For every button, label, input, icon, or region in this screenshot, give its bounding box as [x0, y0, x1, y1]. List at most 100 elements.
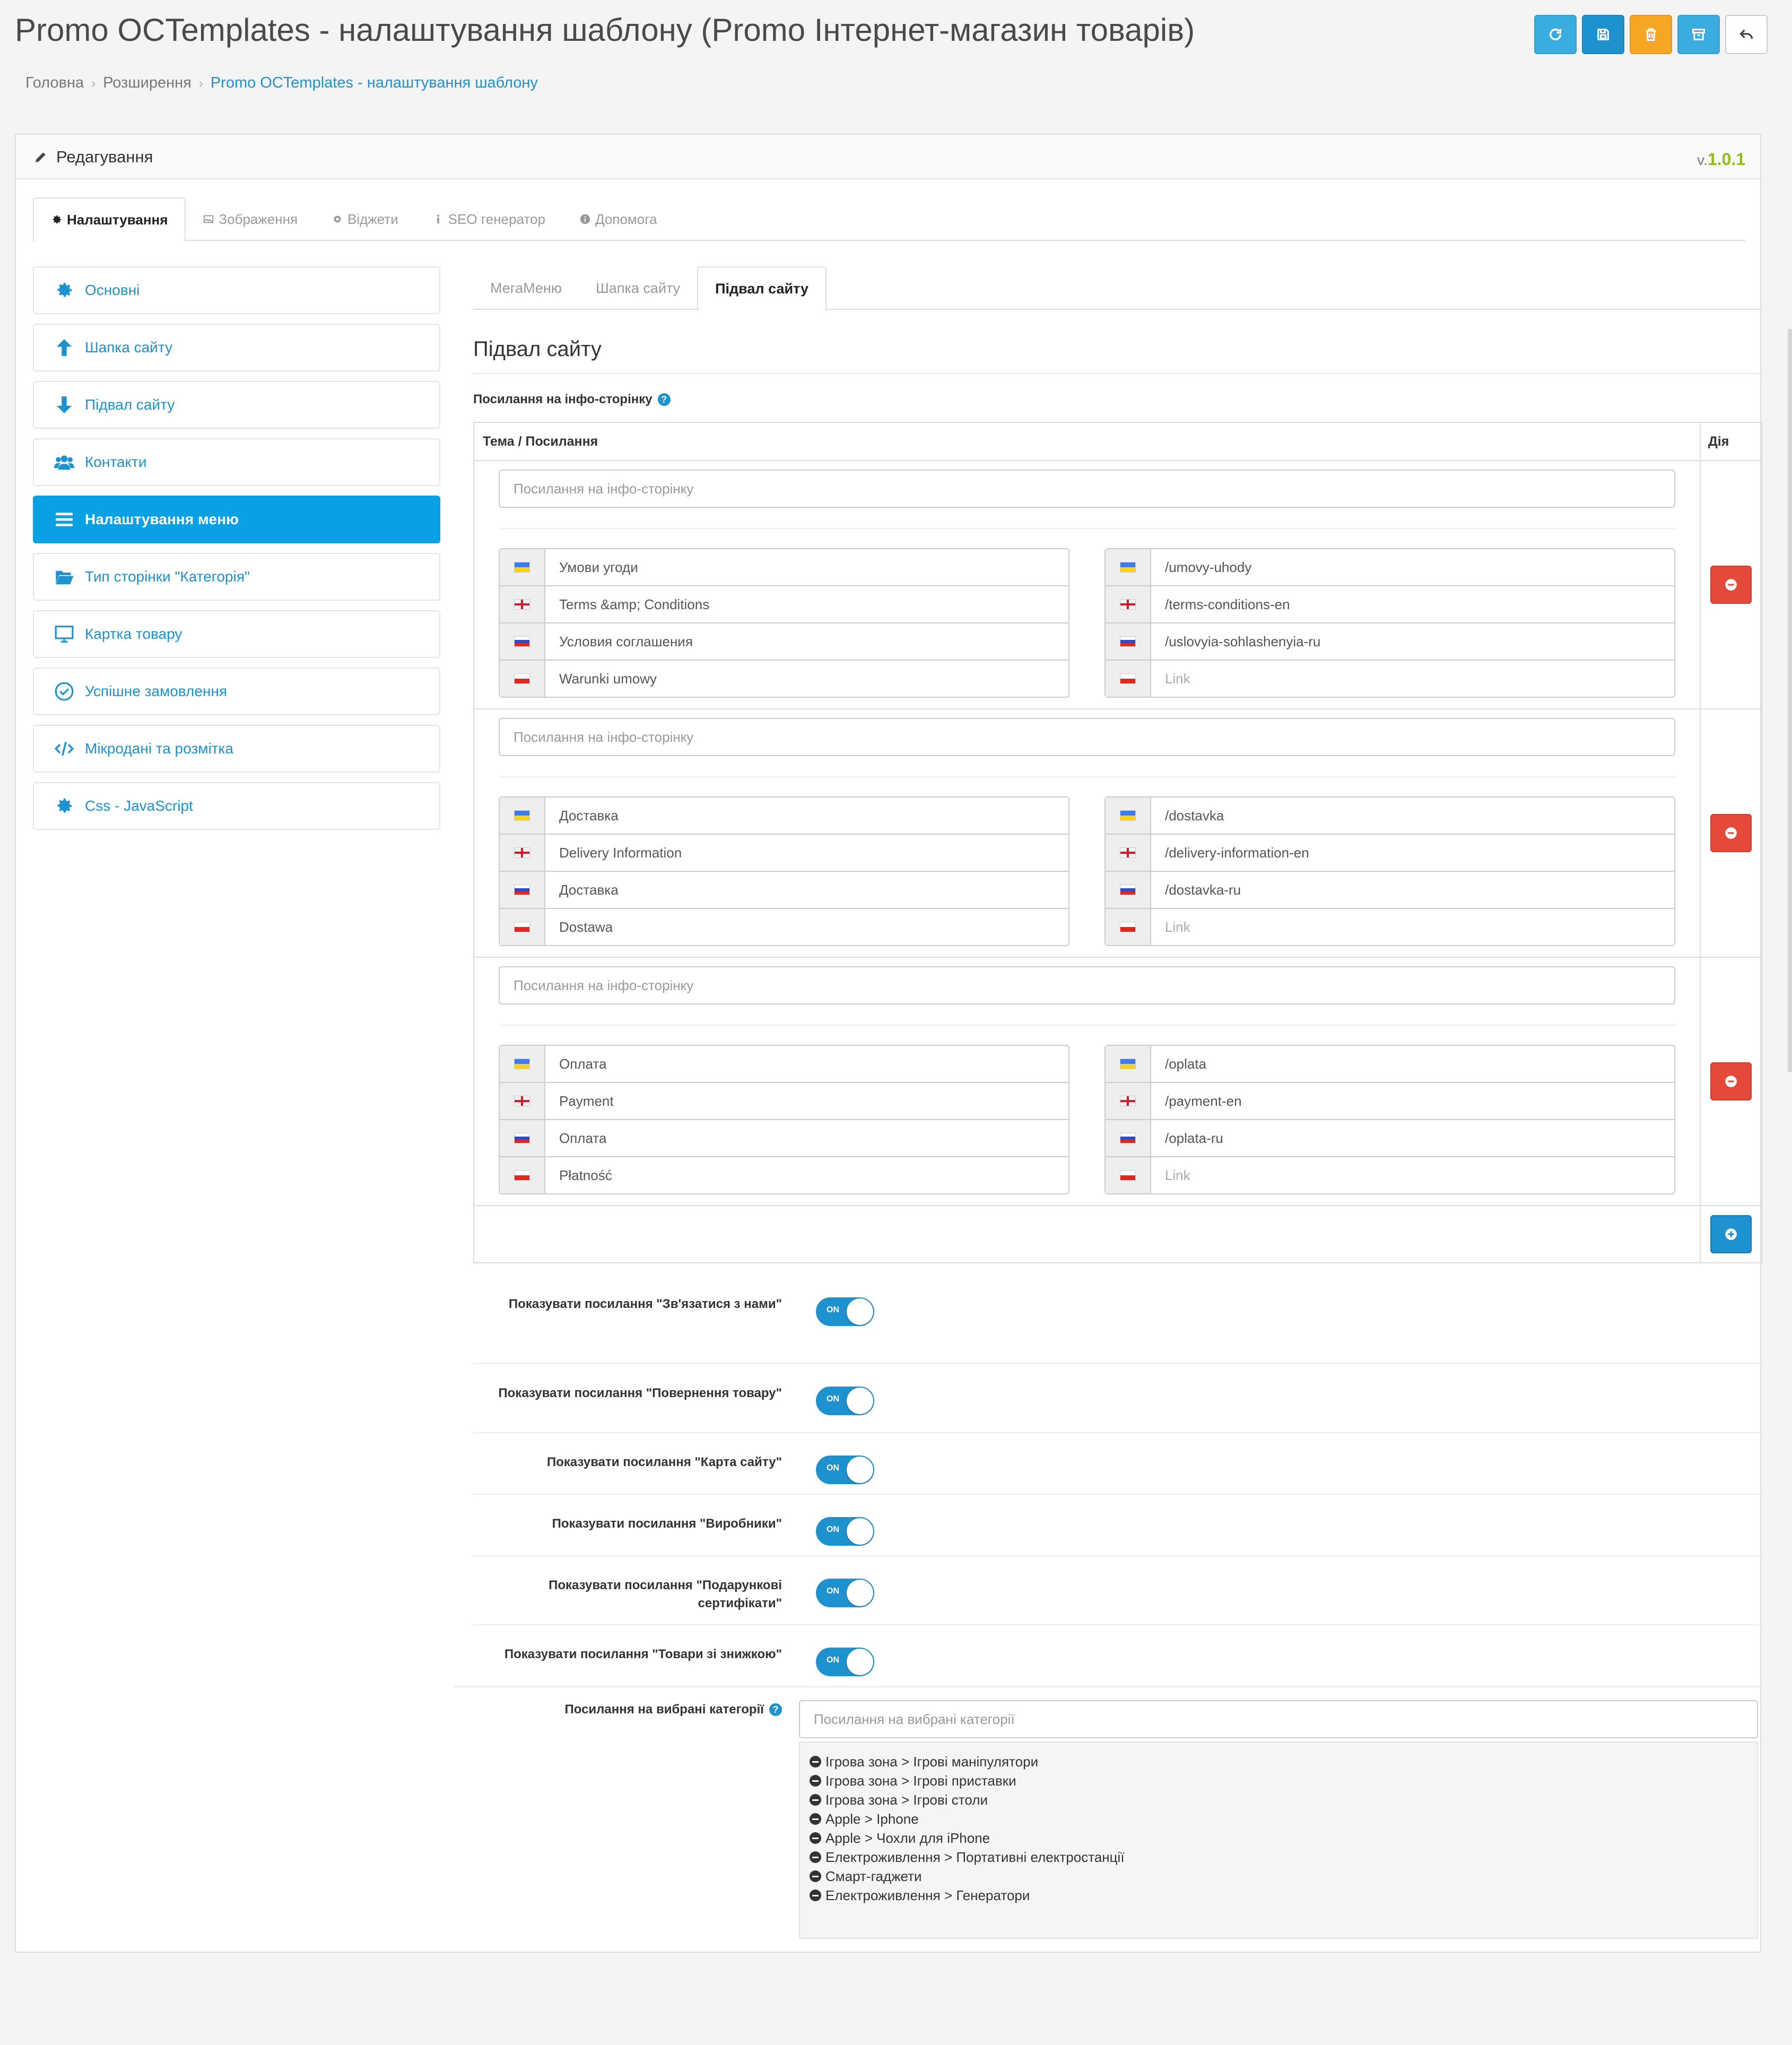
toggle-on-label: ON [827, 1656, 839, 1665]
remove-link-button[interactable] [1710, 566, 1752, 604]
switch-row: Показувати посилання "Товари зі знижкою"… [473, 1625, 1762, 1694]
subtab-megamenu[interactable]: МегаМеню [490, 280, 562, 296]
tab-images[interactable]: Зображення [186, 197, 315, 241]
sidebar-item-menu-settings[interactable]: Налаштування меню [33, 496, 440, 543]
url-input[interactable]: /oplata-ru [1165, 1130, 1223, 1146]
toggle-switch[interactable]: ON [816, 1648, 874, 1676]
minus-circle-icon[interactable] [810, 1775, 821, 1787]
url-input[interactable]: /terms-conditions-en [1165, 596, 1290, 612]
url-input-group: Link [1104, 1156, 1675, 1194]
polish-flag-icon [1120, 673, 1136, 684]
toggle-switch[interactable]: ON [816, 1297, 874, 1326]
toggle-knob[interactable] [847, 1388, 873, 1414]
title-input[interactable]: Payment [559, 1093, 614, 1109]
title-input[interactable]: Умови угоди [559, 559, 638, 575]
title-input[interactable]: Płatność [559, 1167, 612, 1183]
sidebar-item-contacts[interactable]: Контакти [33, 438, 440, 486]
minus-circle-icon[interactable] [810, 1870, 821, 1882]
delete-button[interactable] [1630, 15, 1672, 54]
minus-circle-icon[interactable] [810, 1813, 821, 1825]
save-button[interactable] [1582, 15, 1624, 54]
minus-circle-icon[interactable] [810, 1851, 821, 1863]
url-input[interactable]: /uslovyia-sohlashenyia-ru [1165, 633, 1321, 649]
sidebar-item-successful-order[interactable]: Успішне замовлення [33, 668, 440, 715]
refresh-button[interactable] [1534, 15, 1577, 54]
url-input[interactable]: /delivery-information-en [1165, 844, 1309, 861]
minus-circle-icon[interactable] [810, 1832, 821, 1844]
toggle-switch[interactable]: ON [816, 1579, 874, 1607]
toggle-knob[interactable] [847, 1298, 873, 1325]
url-input[interactable]: /dostavka-ru [1165, 881, 1241, 898]
toggle-switch[interactable]: ON [816, 1387, 874, 1415]
url-input-group: /oplata [1104, 1045, 1675, 1083]
toggle-knob[interactable] [847, 1649, 873, 1675]
url-input[interactable]: /umovy-uhody [1165, 559, 1252, 575]
title-input[interactable]: Доставка [559, 807, 619, 824]
tab-settings[interactable]: Налаштування [33, 197, 186, 242]
sidebar-item-css-js[interactable]: Css - JavaScript [33, 782, 440, 830]
minus-circle-icon[interactable] [810, 1890, 821, 1901]
title-input-group: Warunki umowy [499, 660, 1069, 698]
polish-flag-icon [1120, 922, 1136, 932]
remove-link-button[interactable] [1710, 1062, 1752, 1101]
tab-seo-generator[interactable]: SEO генератор [415, 197, 562, 241]
switch-row: Показувати посилання "Подарункові сертиф… [473, 1556, 1762, 1625]
sidebar-item-header[interactable]: Шапка сайту [33, 324, 440, 371]
url-input[interactable]: Link [1165, 918, 1190, 935]
info-page-input[interactable]: Посилання на інфо-сторінку [499, 718, 1675, 756]
url-input[interactable]: /payment-en [1165, 1093, 1242, 1109]
sidebar-item-footer[interactable]: Підвал сайту [33, 381, 440, 429]
sidebar-item-microdata[interactable]: Мікродані та розмітка [33, 725, 440, 773]
title-input[interactable]: Dostawa [559, 918, 613, 935]
url-input[interactable]: Link [1165, 1167, 1190, 1183]
archive-button[interactable] [1677, 15, 1720, 54]
breadcrumb-extensions[interactable]: Розширення [103, 74, 192, 91]
title-input[interactable]: Оплата [559, 1130, 607, 1146]
subtab-header[interactable]: Шапка сайту [596, 280, 681, 296]
remove-link-button[interactable] [1710, 814, 1752, 852]
link-row-fields: Посилання на інфо-сторінку Умови угоди Ter… [474, 461, 1701, 708]
title-input-group: Terms &amp; Conditions [499, 585, 1069, 623]
toggle-knob[interactable] [847, 1457, 873, 1483]
switch-label: Показувати посилання "Виробники" [552, 1517, 782, 1531]
subtab-footer[interactable]: Підвал сайту [697, 266, 827, 311]
toggle-knob[interactable] [847, 1580, 873, 1606]
toggle-switch[interactable]: ON [816, 1517, 874, 1546]
info-page-input[interactable]: Посилання на інфо-сторінку [499, 470, 1675, 508]
breadcrumb-current[interactable]: Promo OCTemplates - налаштування шаблону [210, 74, 538, 91]
question-icon[interactable]: ? [657, 393, 671, 406]
title-input[interactable]: Delivery Information [559, 844, 682, 861]
sidebar-item-product-card[interactable]: Картка товару [33, 610, 440, 658]
lang-fields: Оплата Payment Оплата Płatność/oplata/payme… [499, 1045, 1675, 1194]
info-links-label: Посилання на інфо-сторінку ? [473, 392, 1762, 407]
toggle-switch[interactable]: ON [816, 1455, 874, 1484]
tab-widgets[interactable]: Віджети [315, 197, 415, 241]
back-button[interactable] [1725, 15, 1768, 54]
lang-addon [500, 1046, 545, 1082]
add-link-button[interactable] [1710, 1215, 1752, 1253]
minus-circle-icon[interactable] [810, 1756, 821, 1767]
categories-input[interactable]: Посилання на вибрані категорії [799, 1700, 1758, 1738]
url-input[interactable]: Link [1165, 670, 1190, 687]
toggle-knob[interactable] [847, 1518, 873, 1545]
title-input[interactable]: Условия соглашения [559, 633, 693, 649]
title-input[interactable]: Оплата [559, 1055, 607, 1072]
title-input[interactable]: Terms &amp; Conditions [559, 596, 710, 612]
tab-help[interactable]: Допомога [562, 197, 674, 241]
link-row-actions [1701, 709, 1761, 957]
categories-label: Посилання на вибрані категорії ? [480, 1702, 782, 1717]
sidebar-item-label: Css - JavaScript [85, 798, 193, 814]
sidebar-item-category-page[interactable]: Тип сторінки "Категорія" [33, 553, 440, 601]
title-input[interactable]: Доставка [559, 881, 619, 898]
minus-circle-icon[interactable] [810, 1794, 821, 1806]
info-page-input[interactable]: Посилання на інфо-сторінку [499, 966, 1675, 1004]
url-input[interactable]: /dostavka [1165, 807, 1224, 824]
title-input[interactable]: Warunki umowy [559, 670, 657, 687]
scrollbar[interactable] [1788, 329, 1792, 1072]
polish-flag-icon [514, 673, 530, 684]
breadcrumb-home[interactable]: Головна [25, 74, 84, 91]
question-icon[interactable]: ? [769, 1703, 782, 1716]
url-input[interactable]: /oplata [1165, 1055, 1207, 1072]
breadcrumb-separator: › [91, 76, 96, 91]
sidebar-item-basic[interactable]: Основні [33, 266, 440, 314]
